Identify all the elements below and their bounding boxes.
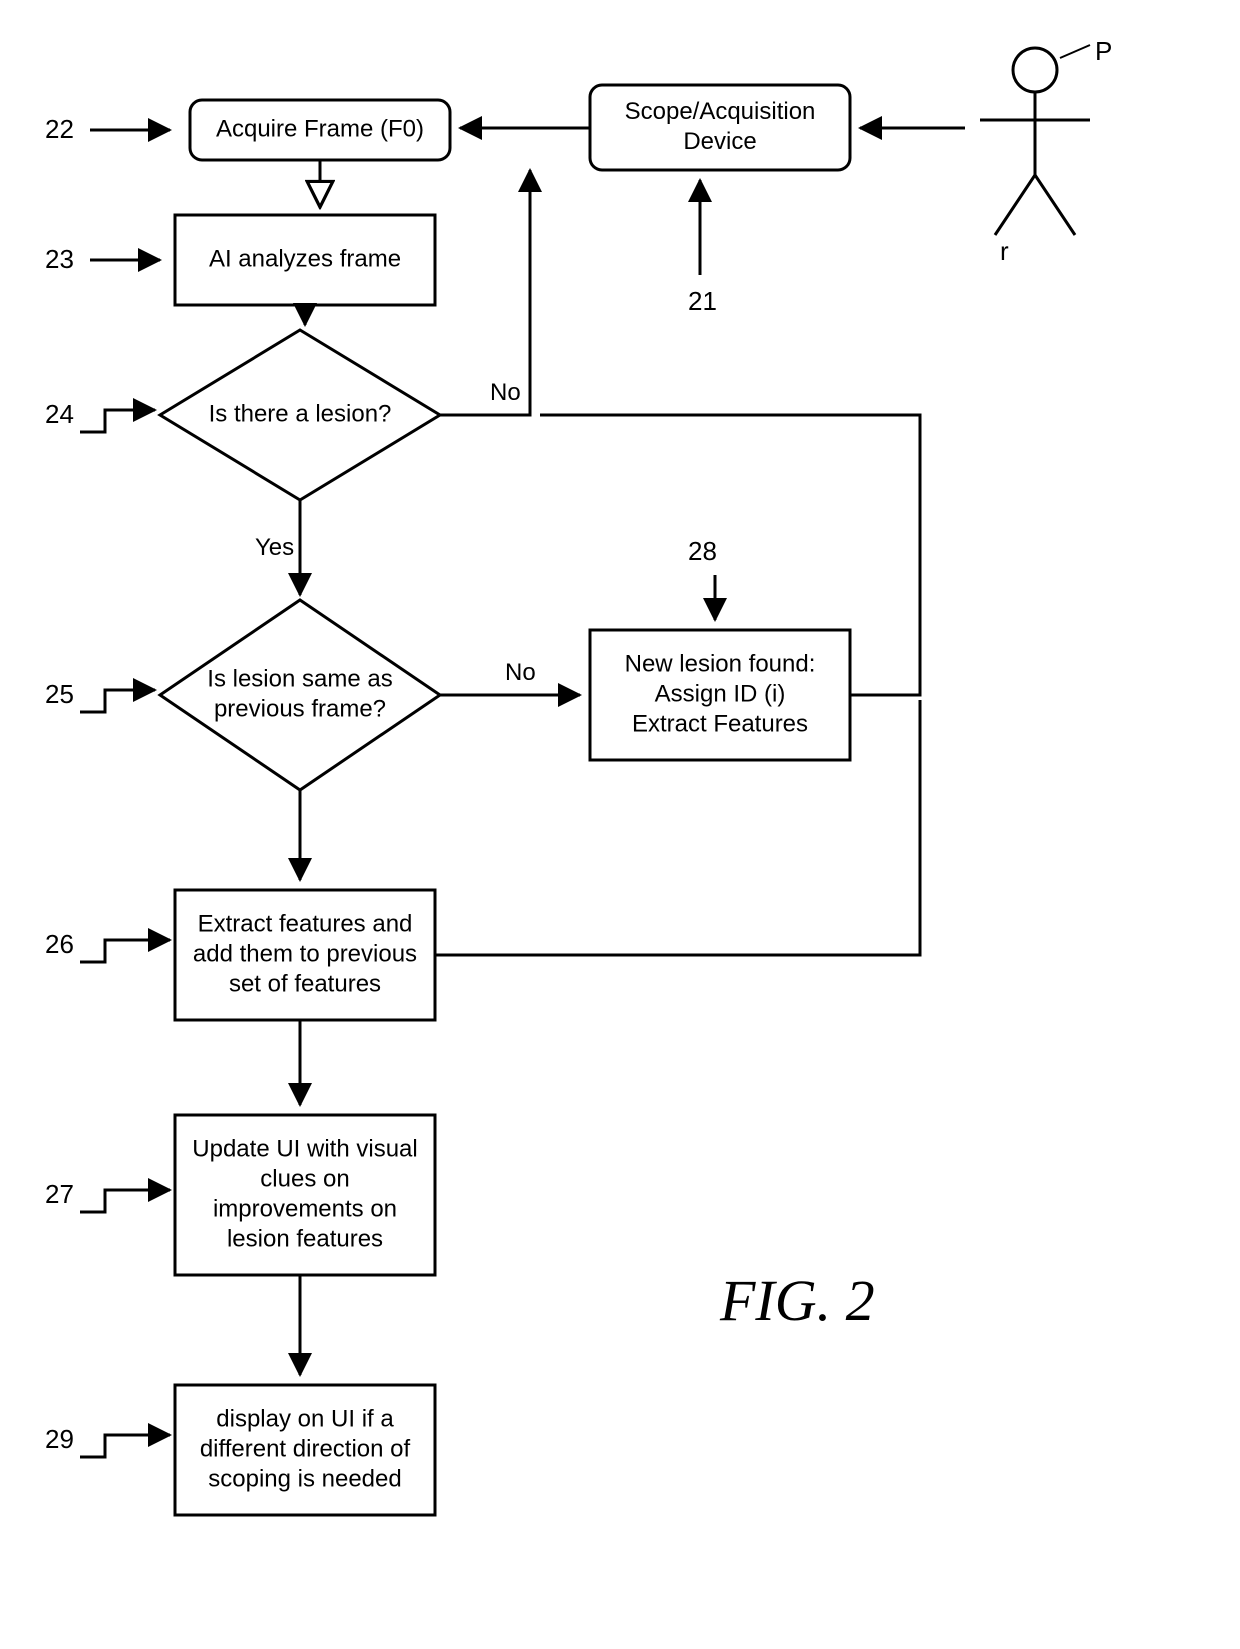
ref-label-l21: 21: [688, 286, 717, 316]
label-step-arrow-s24: [80, 410, 155, 432]
box-text-display: scoping is needed: [208, 1465, 401, 1492]
diamond-text-d25: previous frame?: [214, 695, 386, 722]
label-step-arrow-s29: [80, 1435, 170, 1457]
ref-label-lr: r: [1000, 236, 1009, 266]
box-text-ai: AI analyzes frame: [209, 245, 401, 272]
ref-label-l22: 22: [45, 114, 74, 144]
ref-label-l24: 24: [45, 399, 74, 429]
box-text-scope: Device: [683, 128, 756, 155]
label-step-arrow-s25: [80, 690, 155, 712]
box-text-newlesion: Extract Features: [632, 710, 808, 737]
box-text-newlesion: Assign ID (i): [655, 680, 786, 707]
diamond-text-d25: Is lesion same as: [207, 665, 392, 692]
box-text-display: display on UI if a: [216, 1405, 394, 1432]
label-step-arrow-s26: [80, 940, 170, 962]
box-text-updateui: clues on: [260, 1165, 349, 1192]
box-text-updateui: improvements on: [213, 1195, 397, 1222]
edge-label-no24: No: [490, 379, 521, 406]
box-text-extract: add them to previous: [193, 940, 417, 967]
ref-label-l28: 28: [688, 536, 717, 566]
ref-label-l26: 26: [45, 929, 74, 959]
edge-label-no25: No: [505, 659, 536, 686]
p-pointer-line: [1060, 45, 1090, 58]
person-head-icon: [1013, 48, 1057, 92]
box-text-scope: Scope/Acquisition: [625, 98, 816, 125]
diamond-text-d24: Is there a lesion?: [209, 400, 392, 427]
flowchart-diagram: Acquire Frame (F0) Scope/Acquisition Devic…: [0, 0, 1240, 1649]
box-text-extract: set of features: [229, 970, 381, 997]
label-step-arrow-s27: [80, 1190, 170, 1212]
ref-label-lP: P: [1095, 36, 1112, 66]
ref-label-l23: 23: [45, 244, 74, 274]
person-leg-icon: [1035, 175, 1075, 235]
ref-label-l27: 27: [45, 1179, 74, 1209]
figure-caption: FIG. 2: [719, 1268, 875, 1333]
edge-label-yes24: Yes: [255, 534, 294, 561]
box-text-newlesion: New lesion found:: [625, 650, 816, 677]
box-text-updateui: Update UI with visual: [192, 1135, 417, 1162]
ref-label-l29: 29: [45, 1424, 74, 1454]
box-text-acquire: Acquire Frame (F0): [216, 115, 424, 142]
box-text-updateui: lesion features: [227, 1225, 383, 1252]
box-text-extract: Extract features and: [198, 910, 413, 937]
ref-label-l25: 25: [45, 679, 74, 709]
polyline-extract_to_loop: [435, 700, 920, 955]
box-text-display: different direction of: [200, 1435, 411, 1462]
person-leg-icon: [995, 175, 1035, 235]
